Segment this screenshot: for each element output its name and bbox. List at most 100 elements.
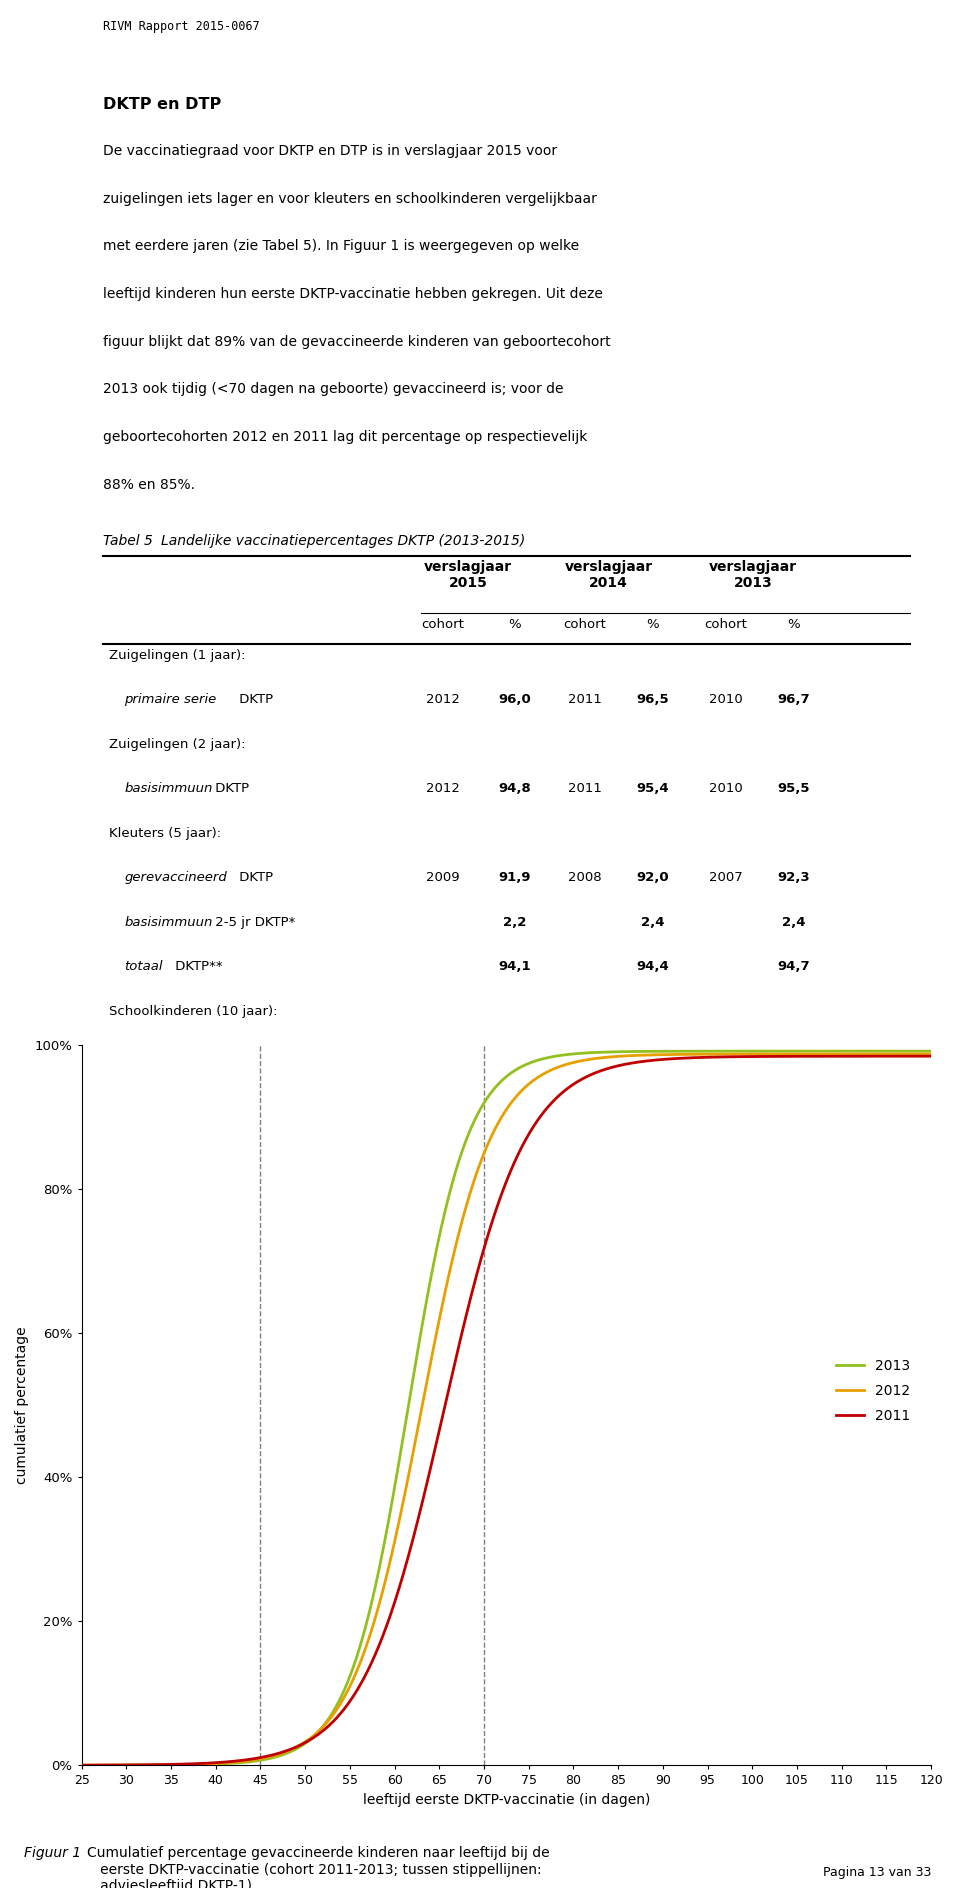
Text: 2002: 2002 [708, 1138, 742, 1152]
Text: Voldoende beschermd (= som: Voldoende beschermd (= som [124, 1254, 317, 1267]
Text: 2010: 2010 [708, 693, 742, 706]
Text: 2-5 jaar).: 2-5 jaar). [426, 1254, 488, 1267]
Text: DKTP en DTP: DKTP en DTP [103, 98, 221, 113]
Point [416, 602, 427, 625]
Text: %: % [509, 617, 521, 631]
Text: verslagjaar
2014: verslagjaar 2014 [564, 559, 653, 589]
Text: Cumulatief percentage gevaccineerde kinderen naar leeftijd bij de
   eerste DKTP: Cumulatief percentage gevaccineerde kind… [87, 1846, 550, 1888]
Text: 2013 ook tijdig (<70 dagen na geboorte) gevaccineerd is; voor de: 2013 ook tijdig (<70 dagen na geboorte) … [103, 383, 564, 396]
2013 [925, 1040, 937, 1063]
2011 [76, 1754, 87, 1777]
Text: 94,4: 94,4 [636, 961, 669, 974]
Text: DKTP: DKTP [211, 782, 249, 795]
2012 [489, 1118, 500, 1140]
Text: 2007: 2007 [708, 872, 742, 884]
2012 [745, 1042, 756, 1065]
Text: 2004: 2004 [426, 1050, 460, 1063]
Text: 2010: 2010 [708, 782, 742, 795]
Text: basisimmuun: basisimmuun [124, 916, 212, 929]
Text: verslagjaar
2013: verslagjaar 2013 [708, 559, 797, 589]
2013 [119, 1754, 131, 1777]
Text: primaire serie: primaire serie [124, 693, 216, 706]
Text: 2003: 2003 [567, 1138, 601, 1152]
Text: zuigelingen iets lager en voor kleuters en schoolkinderen vergelijkbaar: zuigelingen iets lager en voor kleuters … [103, 193, 597, 206]
Text: Figuur 1: Figuur 1 [24, 1846, 82, 1860]
2013 [900, 1040, 912, 1063]
Text: 2-5 jr DKTP*: 2-5 jr DKTP* [211, 916, 296, 929]
Text: 2012: 2012 [425, 693, 460, 706]
2013 [489, 1076, 500, 1099]
Text: 93,1: 93,1 [778, 1050, 810, 1063]
Text: volledig afgesloten: volledig afgesloten [124, 1050, 250, 1063]
Text: 2011: 2011 [567, 693, 602, 706]
Text: 2011: 2011 [567, 782, 602, 795]
Line: 2011: 2011 [82, 1055, 931, 1765]
Text: **: ** [103, 1254, 115, 1267]
Text: %: % [646, 617, 659, 631]
Legend: 2013, 2012, 2011: 2013, 2012, 2011 [830, 1354, 916, 1429]
Text: basisimmuun: basisimmuun [124, 782, 212, 795]
Text: 96,5: 96,5 [636, 693, 669, 706]
Text: RIVM Rapport 2015-0067: RIVM Rapport 2015-0067 [103, 19, 259, 32]
2011 [900, 1044, 912, 1067]
Text: DTP: DTP [275, 1138, 304, 1152]
2012 [119, 1754, 131, 1777]
Text: volledig afgesloten: volledig afgesloten [124, 1138, 250, 1152]
2013 [745, 1040, 756, 1063]
Text: DKTP: DKTP [234, 693, 273, 706]
Text: DTP: DTP [275, 1050, 304, 1063]
Text: 94,2: 94,2 [778, 1138, 810, 1152]
Text: 95,5: 95,5 [778, 782, 810, 795]
Text: 2009: 2009 [426, 872, 460, 884]
Text: DKTP**: DKTP** [172, 961, 223, 974]
2012 [925, 1042, 937, 1065]
Text: 92,7: 92,7 [498, 1050, 531, 1063]
2012 [467, 1174, 478, 1197]
Text: leeftijd kinderen hun eerste DKTP-vaccinatie hebben gekregen. Uit deze: leeftijd kinderen hun eerste DKTP-vaccin… [103, 287, 603, 300]
2012 [76, 1754, 87, 1777]
Y-axis label: cumulatief percentage: cumulatief percentage [15, 1327, 29, 1484]
Text: %: % [787, 617, 800, 631]
2012 [900, 1042, 912, 1065]
Text: cohort: cohort [704, 617, 747, 631]
Text: gerevaccineerd: gerevaccineerd [269, 1254, 366, 1267]
Text: 2004: 2004 [426, 1138, 460, 1152]
2011 [489, 1203, 500, 1225]
Text: 2,2: 2,2 [503, 916, 527, 929]
Text: 2002: 2002 [708, 1050, 742, 1063]
Text: 2,4: 2,4 [781, 916, 805, 929]
2012 [900, 1042, 912, 1065]
Text: Zuigelingen (2 jaar):: Zuigelingen (2 jaar): [108, 738, 246, 751]
Text: 92,7: 92,7 [636, 1050, 669, 1063]
Text: *: * [103, 1184, 109, 1197]
Text: 94,1: 94,1 [498, 961, 531, 974]
Point [904, 602, 916, 625]
Text: 94,0: 94,0 [636, 1138, 669, 1152]
X-axis label: leeftijd eerste DKTP-vaccinatie (in dagen): leeftijd eerste DKTP-vaccinatie (in dage… [363, 1794, 650, 1807]
2011 [467, 1280, 478, 1303]
Text: De vaccinatiegraad voor DKTP en DTP is in verslagjaar 2015 voor: De vaccinatiegraad voor DKTP en DTP is i… [103, 143, 557, 159]
Text: Schoolkinderen (11 jaar):: Schoolkinderen (11 jaar): [108, 1093, 277, 1106]
2013 [76, 1754, 87, 1777]
Text: gerevaccineerd: gerevaccineerd [124, 872, 227, 884]
Text: DKTP: DKTP [234, 872, 273, 884]
Text: basisimmuun: basisimmuun [365, 1254, 448, 1267]
Text: 94,8: 94,8 [498, 782, 531, 795]
Text: 2003: 2003 [567, 1050, 601, 1063]
2013 [467, 1114, 478, 1137]
Text: Landelijke vaccinatiepercentages DKTP (2013-2015): Landelijke vaccinatiepercentages DKTP (2… [160, 534, 525, 548]
2011 [900, 1044, 912, 1067]
Text: 95,4: 95,4 [636, 782, 669, 795]
Text: geboortecohorten 2012 en 2011 lag dit percentage op respectievelijk: geboortecohorten 2012 en 2011 lag dit pe… [103, 430, 588, 444]
Text: 88% en 85%.: 88% en 85%. [103, 478, 195, 491]
2011 [119, 1754, 131, 1777]
Text: 96,7: 96,7 [778, 693, 810, 706]
Line: 2013: 2013 [82, 1052, 931, 1765]
Text: 94,7: 94,7 [778, 961, 810, 974]
Text: Zuigelingen (1 jaar):: Zuigelingen (1 jaar): [108, 649, 246, 661]
Text: 2012: 2012 [425, 782, 460, 795]
Text: Tabel 5: Tabel 5 [103, 534, 153, 548]
Text: 92,3: 92,3 [778, 872, 810, 884]
Text: 93,9: 93,9 [498, 1138, 531, 1152]
Text: Pagina 13 van 33: Pagina 13 van 33 [823, 1865, 931, 1879]
